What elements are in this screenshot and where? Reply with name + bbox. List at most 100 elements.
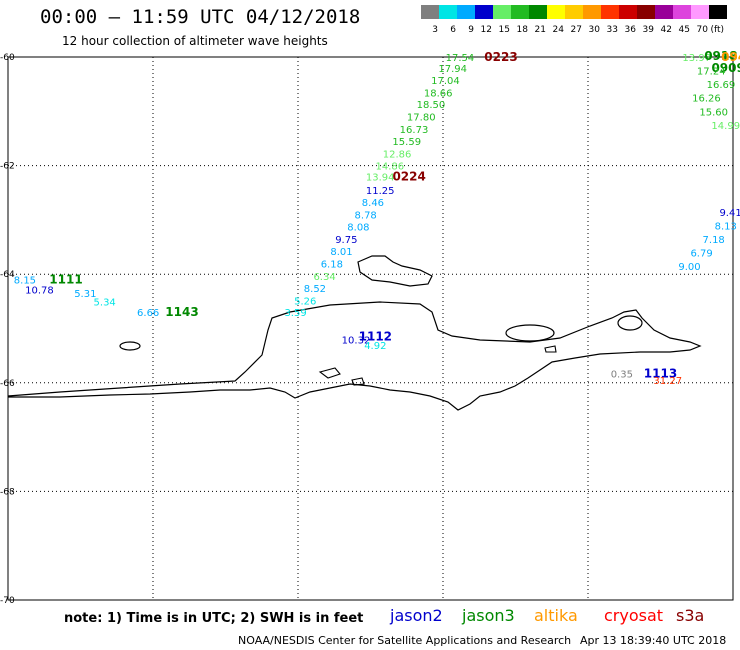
generation-timestamp: Apr 13 18:39:40 UTC 2018 [580, 634, 727, 647]
scale-swatch [673, 5, 691, 19]
scale-label: 24 [553, 25, 565, 35]
pass-time-label: 1143 [165, 305, 198, 319]
wave-height-label: 16.69 [707, 80, 736, 91]
pass-time-label: 0224 [392, 169, 425, 183]
wave-height-label: 9.75 [335, 235, 357, 246]
altimeter-map: 90939699102105-60-62-64-66-68-7017.54022… [0, 49, 740, 605]
wave-height-label: 17.54 [446, 53, 475, 64]
scale-swatch [619, 5, 637, 19]
coastline [357, 255, 433, 287]
satellite-legend-item: cryosat [604, 606, 664, 625]
wave-height-label: 8.15 [14, 276, 36, 287]
scale-swatch [547, 5, 565, 19]
scale-unit: (ft) [710, 25, 724, 35]
coastline [7, 301, 702, 411]
scale-label: 70 [697, 25, 709, 35]
pass-time-label: 1111 [49, 273, 82, 287]
scale-label: 39 [643, 25, 655, 35]
wave-height-label: 5.26 [294, 296, 316, 307]
scale-label: 21 [535, 25, 546, 35]
pass-time-label: 1112 [359, 330, 392, 344]
scale-label: 15 [499, 25, 510, 35]
wave-height-label: 13.97 [682, 53, 711, 64]
scale-swatch [691, 5, 709, 19]
scale-label: 42 [661, 25, 672, 35]
scale-label: 33 [607, 25, 618, 35]
lat-tick-label: -70 [0, 596, 15, 605]
coastline [617, 315, 643, 331]
pass-time-label: 0940 [721, 50, 740, 64]
scale-swatch [439, 5, 457, 19]
scale-label: 3 [432, 25, 438, 35]
scale-label: 6 [450, 25, 456, 35]
wave-height-label: 8.52 [304, 284, 326, 295]
wave-height-label: 15.59 [392, 137, 421, 148]
wave-height-label: 18.66 [424, 88, 453, 99]
pass-time-label: 1113 [644, 367, 677, 381]
satellite-legend-item: jason2 [390, 606, 443, 625]
wave-height-label: 31.27 [653, 376, 682, 387]
wave-height-label: 5.34 [94, 297, 116, 308]
wave-height-label: 17.94 [438, 64, 467, 75]
scale-swatch [655, 5, 673, 19]
wave-height-label: 9.41 [719, 208, 740, 219]
scale-label: 45 [679, 25, 690, 35]
wave-height-label: 16.73 [400, 125, 429, 136]
color-scale-bar: 3 6 9 12 15 18 21 24 27 30 33 36 39 42 45 70 (ft) [421, 5, 727, 35]
scale-label: 27 [571, 25, 582, 35]
wave-height-label: 6.18 [321, 259, 343, 270]
scale-swatch [637, 5, 655, 19]
scale-swatch [565, 5, 583, 19]
wave-height-label: 14.86 [376, 162, 405, 173]
satellite-legend-item: jason3 [462, 606, 515, 625]
wave-height-label: 11.25 [366, 186, 395, 197]
scale-label: 36 [625, 25, 637, 35]
coastline [119, 341, 141, 351]
coastline [318, 367, 341, 379]
satellite-legend-item: altika [534, 606, 578, 625]
scale-swatch [583, 5, 601, 19]
pass-time-label: 0223 [484, 50, 517, 64]
scale-label: 12 [481, 25, 492, 35]
wave-height-label: 12.86 [383, 150, 412, 161]
wave-height-label: 17.04 [431, 76, 460, 87]
wave-height-label: 6.79 [690, 248, 712, 259]
lat-tick-label: -60 [0, 53, 15, 63]
map-title: 00:00 – 11:59 UTC 04/12/2018 [40, 6, 361, 28]
scale-swatch [511, 5, 529, 19]
scale-swatch [475, 5, 493, 19]
scale-swatch [493, 5, 511, 19]
wave-height-label: 8.46 [362, 198, 384, 209]
wave-height-label: 8.01 [330, 247, 352, 258]
wave-height-label: 9.00 [678, 262, 700, 273]
wave-height-label: 14.99 [711, 121, 740, 132]
wave-height-label: 16.26 [692, 94, 721, 105]
scale-label: 18 [517, 25, 529, 35]
scale-label: 30 [589, 25, 601, 35]
wave-height-label: 3.59 [284, 308, 306, 319]
scale-swatch [709, 5, 727, 19]
pass-time-label: 0918 [704, 49, 737, 63]
wave-height-label: 13.94 [366, 172, 395, 183]
scale-swatch [529, 5, 547, 19]
wave-height-label: 10.78 [25, 285, 54, 296]
scale-swatch [457, 5, 475, 19]
lat-tick-label: -66 [0, 379, 15, 389]
scale-swatch [601, 5, 619, 19]
footnote: note: 1) Time is in UTC; 2) SWH is in fe… [64, 611, 364, 626]
coastline [544, 345, 557, 353]
wave-height-label: 10.32 [342, 335, 371, 346]
wave-height-label: 15.60 [699, 107, 728, 118]
wave-height-label: 4.92 [364, 341, 386, 352]
lat-tick-label: -64 [0, 270, 15, 280]
wave-height-label: 5.31 [74, 289, 96, 300]
wave-height-label: 18.50 [417, 100, 446, 111]
coastline [505, 324, 555, 342]
map-frame [7, 56, 734, 601]
wave-height-label: 17.24 [697, 67, 726, 78]
satellite-legend-item: s3a [676, 606, 705, 625]
scale-swatch [421, 5, 439, 19]
wave-height-label: 6.66 [137, 308, 159, 319]
wave-height-label: 8.08 [347, 222, 369, 233]
